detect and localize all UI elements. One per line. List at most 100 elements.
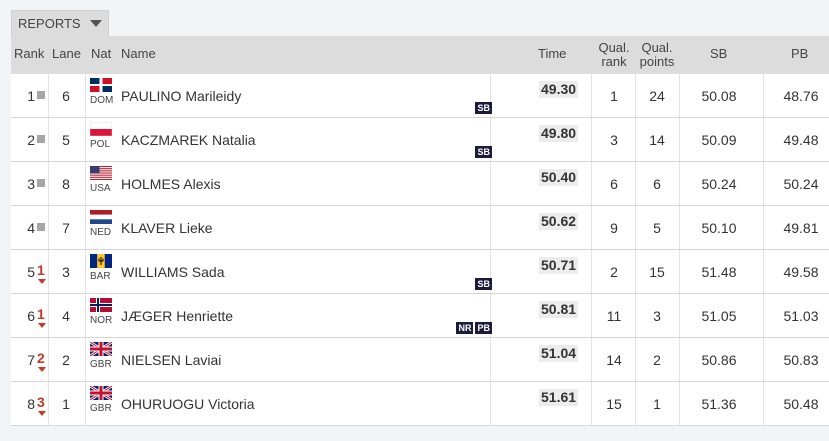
rank-change: 1 [37,306,45,322]
rank-change: 2 [37,350,45,366]
athlete-name-link[interactable]: JÆGER Henriette [121,307,234,324]
header-qual-points-line1: Qual. [641,40,673,55]
rank-value: 7 [27,351,35,368]
usa-flag-icon [90,166,112,180]
rank-change: 3 [37,394,45,410]
time-value: 51.61 [539,389,579,406]
record-badge: NR [456,322,474,334]
no-change-square-icon [37,179,45,187]
table-row: 7 2 2 GBR NIELSEN Laviai 51.04 14 2 50.86 50.83 [11,338,829,382]
time-value: 49.30 [539,81,579,98]
qual-rank-value: 1 [610,87,618,104]
table-body: 1 6 DOM PAULINO Marileidy SB 49.30 1 24 50.08 48.… [11,74,829,426]
arrow-down-icon [38,279,46,284]
sb-value: 51.48 [701,263,737,280]
record-badges: SB [475,102,492,114]
qual-points-value: 2 [653,351,661,368]
rank-value: 1 [27,87,35,104]
record-badges: NR PB [456,322,492,334]
table-row: 3 8 USA HOLMES Alexis 50.40 6 6 50.24 50.24 [11,162,829,206]
lane-value: 4 [62,307,70,324]
header-qual-rank-line1: Qual. [598,40,630,55]
qual-points-value: 15 [649,263,665,280]
pb-value: 48.76 [783,87,819,104]
header-qual-points-line2: points [639,54,675,69]
qual-rank-value: 15 [606,395,622,412]
athlete-name-link[interactable]: PAULINO Marileidy [121,87,242,104]
athlete-name-link[interactable]: WILLIAMS Sada [121,263,225,280]
record-badge: SB [475,278,492,290]
athlete-name-link[interactable]: OHURUOGU Victoria [121,395,255,412]
lane-value: 1 [62,395,70,412]
pb-value: 49.58 [783,263,819,280]
header-lane: Lane [52,46,81,61]
athlete-name-link[interactable]: KLAVER Lieke [121,219,213,236]
reports-label: REPORTS [18,16,81,31]
great-britain-flag-icon [90,386,112,400]
pb-value: 51.03 [783,307,819,324]
pb-value: 49.81 [783,219,819,236]
qual-points-value: 5 [653,219,661,236]
dominican-republic-flag-icon [90,78,112,92]
caret-down-icon [89,20,102,27]
qual-rank-value: 3 [610,131,618,148]
table-row: 6 1 4 NOR JÆGER Henriette NR PB 50.81 11 3 51.05 51… [11,294,829,338]
netherlands-flag-icon [90,210,112,224]
table-header: Rank Lane Nat Name Time Qual. rank Qual.… [11,36,829,74]
rank-value: 6 [27,307,35,324]
table-row: 4 7 NED KLAVER Lieke 50.62 9 5 50.10 49.81 [11,206,829,250]
athlete-name-link[interactable]: NIELSEN Laviai [121,351,222,368]
header-qual-points: Qual. points [639,41,675,69]
athlete-name-link[interactable]: HOLMES Alexis [121,175,221,192]
header-sb: SB [710,46,728,61]
header-nat: Nat [91,46,112,61]
lane-value: 5 [62,131,70,148]
barbados-flag-icon [90,254,112,268]
rank-value: 4 [27,219,35,236]
qual-points-value: 1 [653,395,661,412]
nat-code: NOR [90,315,113,326]
sb-value: 50.08 [701,87,737,104]
nat-code: POL [90,139,111,150]
results-table: Rank Lane Nat Name Time Qual. rank Qual.… [11,36,829,426]
sb-value: 50.24 [701,175,737,192]
no-change-square-icon [37,91,45,99]
qual-rank-value: 6 [610,175,618,192]
sb-value: 50.86 [701,351,737,368]
pb-value: 50.48 [783,395,819,412]
record-badge: PB [475,322,492,334]
rank-value: 3 [27,175,35,192]
qual-rank-value: 14 [606,351,622,368]
pb-value: 50.83 [783,351,819,368]
lane-value: 7 [62,219,70,236]
time-value: 50.62 [539,213,579,230]
time-value: 51.04 [539,345,579,362]
header-name: Name [121,46,156,61]
pb-value: 49.48 [783,131,819,148]
lane-value: 8 [62,175,70,192]
table-row: 2 5 POL KACZMAREK Natalia SB 49.80 3 14 50.09 49.… [11,118,829,162]
nat-code: NED [90,227,112,238]
qual-rank-value: 9 [610,219,618,236]
athlete-name-link[interactable]: KACZMAREK Natalia [121,131,256,148]
nat-code: GBR [90,403,112,414]
no-change-square-icon [37,223,45,231]
nat-code: BAR [90,271,111,282]
sb-value: 50.10 [701,219,737,236]
sb-value: 50.09 [701,131,737,148]
table-row: 8 3 1 GBR OHURUOGU Victoria 51.61 15 1 51.36 50.4… [11,382,829,426]
qual-points-value: 24 [649,87,665,104]
lane-value: 3 [62,263,70,280]
nat-code: GBR [90,359,112,370]
rank-change: 1 [37,262,45,278]
norway-flag-icon [90,298,112,312]
qual-rank-value: 11 [606,307,622,324]
record-badge: SB [475,146,492,158]
record-badge: SB [475,102,492,114]
qual-points-value: 3 [653,307,661,324]
header-pb: PB [791,46,809,61]
record-badges: SB [475,278,492,290]
qual-points-value: 6 [653,175,661,192]
header-time: Time [538,46,567,61]
reports-dropdown[interactable]: REPORTS [11,10,109,36]
